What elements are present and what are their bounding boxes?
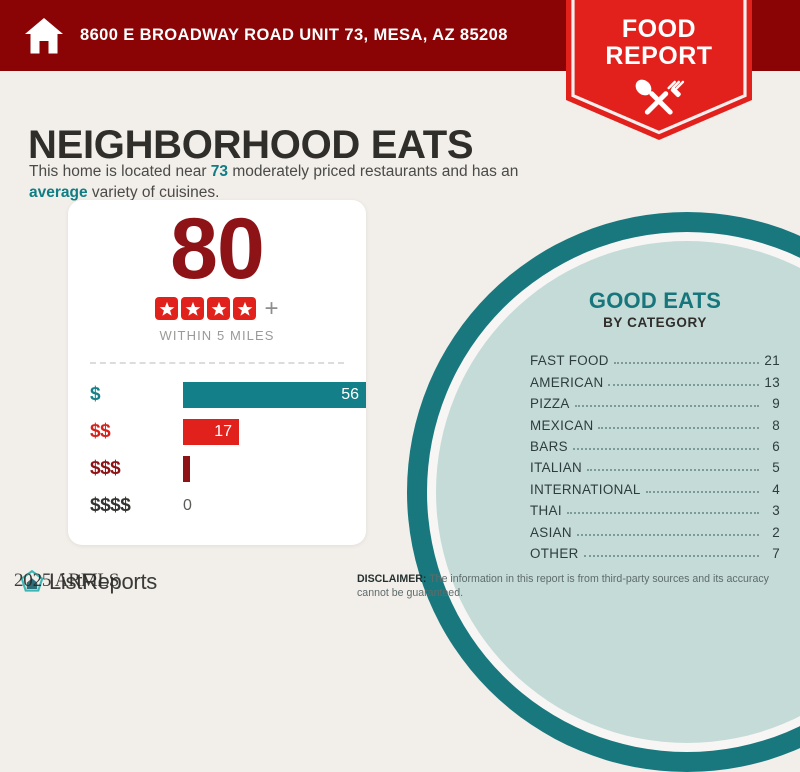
category-name: BARS — [530, 438, 568, 454]
category-count: 6 — [772, 438, 780, 454]
price-level-bar: 17 — [183, 418, 239, 445]
category-row: THAI 3 — [530, 497, 780, 518]
category-name: INTERNATIONAL — [530, 481, 641, 497]
category-row: ITALIAN 5 — [530, 454, 780, 475]
category-row: MEXICAN 8 — [530, 411, 780, 433]
category-name: FAST FOOD — [530, 353, 609, 369]
leader-dots — [572, 447, 759, 450]
disclaimer-label: DISCLAIMER: — [357, 573, 427, 585]
food-score-card: 80 + WITHIN 5 MILES $ 56 $$ 17 — [68, 200, 366, 545]
star-icon — [207, 297, 231, 320]
good-eats-panel: GOOD EATS BY CATEGORY FAST FOOD 21 AMERICA… — [530, 288, 780, 561]
home-icon — [24, 17, 64, 55]
price-level-label: $$ — [90, 420, 111, 442]
category-row: ASIAN 2 — [530, 518, 780, 540]
price-level-bar: 0 — [183, 493, 192, 519]
subtitle-part-1: This home is located near — [29, 162, 211, 180]
good-eats-title: GOOD EATS — [588, 288, 722, 313]
good-eats-subtitle: BY CATEGORY — [603, 315, 707, 330]
price-level-value: 17 — [214, 422, 232, 440]
leader-dots — [574, 404, 759, 408]
category-name: ASIAN — [530, 524, 572, 540]
category-name: AMERICAN — [530, 374, 604, 390]
category-row: INTERNATIONAL 4 — [530, 475, 780, 497]
page-subtitle: This home is located near 73 moderately … — [29, 161, 569, 203]
page-title: NEIGHBORHOOD EATS — [28, 122, 474, 167]
category-row: PIZZA 9 — [530, 390, 780, 411]
star-rating: + — [68, 294, 366, 322]
price-level-label: $$$ — [90, 457, 121, 479]
category-name: OTHER — [530, 545, 579, 561]
mls-watermark: 2025 ARMLS — [14, 570, 120, 591]
price-level-row: $$$ 2 — [68, 450, 366, 487]
category-list: FAST FOOD 21 AMERICAN 13 PIZZA 9 MEXICAN 8 BARS 6… — [530, 347, 780, 561]
price-level-row: $ 56 — [68, 376, 366, 413]
category-count: 13 — [764, 374, 780, 390]
house-pentagon-icon — [18, 568, 46, 596]
category-count: 8 — [772, 417, 780, 433]
category-row: OTHER 7 — [530, 540, 780, 561]
disclaimer-text: The information in this report is from t… — [357, 573, 769, 599]
category-count: 7 — [772, 545, 780, 561]
subtitle-part-3: variety of cuisines. — [87, 183, 220, 201]
category-count: 4 — [772, 481, 780, 497]
category-count: 5 — [772, 460, 780, 476]
listreports-logo[interactable]: ListReports — [18, 566, 157, 598]
food-score-value: 80 — [170, 201, 265, 297]
property-address: 8600 E BROADWAY ROAD UNIT 73, MESA, AZ 8… — [80, 26, 508, 44]
category-row: BARS 6 — [530, 433, 780, 454]
price-level-bar: 2 — [174, 455, 190, 482]
star-plus-label: + — [264, 294, 279, 322]
price-level-row: $$ 17 — [68, 413, 366, 450]
leader-dots — [613, 361, 759, 365]
leader-dots — [583, 554, 759, 557]
price-level-row: $$$$ 0 — [68, 487, 366, 524]
price-level-value: 56 — [341, 385, 359, 403]
category-name: MEXICAN — [530, 417, 594, 433]
subtitle-part-2: moderately priced restaurants and has an — [228, 162, 519, 180]
star-icon — [181, 297, 205, 320]
price-level-bar: 56 — [183, 381, 366, 408]
disclaimer: DISCLAIMER: The information in this repo… — [357, 573, 781, 600]
category-count: 2 — [772, 524, 780, 540]
score-radius-label: WITHIN 5 MILES — [159, 328, 275, 343]
category-name: THAI — [530, 503, 562, 519]
food-report-badge: FOOD REPORT — [566, 0, 752, 140]
leader-dots — [608, 383, 759, 386]
leader-dots — [598, 426, 759, 429]
star-icon — [233, 297, 257, 320]
category-row: FAST FOOD 21 — [530, 347, 780, 368]
category-count: 21 — [764, 353, 780, 369]
price-level-value: 2 — [174, 459, 183, 477]
card-divider — [90, 362, 344, 364]
price-level-value: 0 — [183, 496, 192, 514]
star-icon — [155, 297, 179, 320]
listreports-wordmark: ListReports — [49, 569, 157, 594]
header-content: 8600 E BROADWAY ROAD UNIT 73, MESA, AZ 8… — [24, 0, 508, 71]
category-row: AMERICAN 13 — [530, 368, 780, 390]
leader-dots — [645, 490, 759, 493]
leader-dots — [576, 533, 759, 536]
category-count: 3 — [772, 503, 780, 519]
subtitle-highlight-variety: average — [29, 183, 88, 201]
price-level-label: $$$$ — [90, 494, 131, 516]
category-count: 9 — [772, 396, 780, 412]
price-level-bar-chart: $ 56 $$ 17 $$$ 2 $$$$ 0 — [68, 376, 366, 524]
leader-dots — [587, 468, 759, 472]
category-name: PIZZA — [530, 396, 570, 412]
subtitle-highlight-count: 73 — [210, 162, 229, 180]
price-level-label: $ — [90, 383, 101, 405]
category-name: ITALIAN — [530, 460, 583, 476]
leader-dots — [566, 511, 759, 515]
